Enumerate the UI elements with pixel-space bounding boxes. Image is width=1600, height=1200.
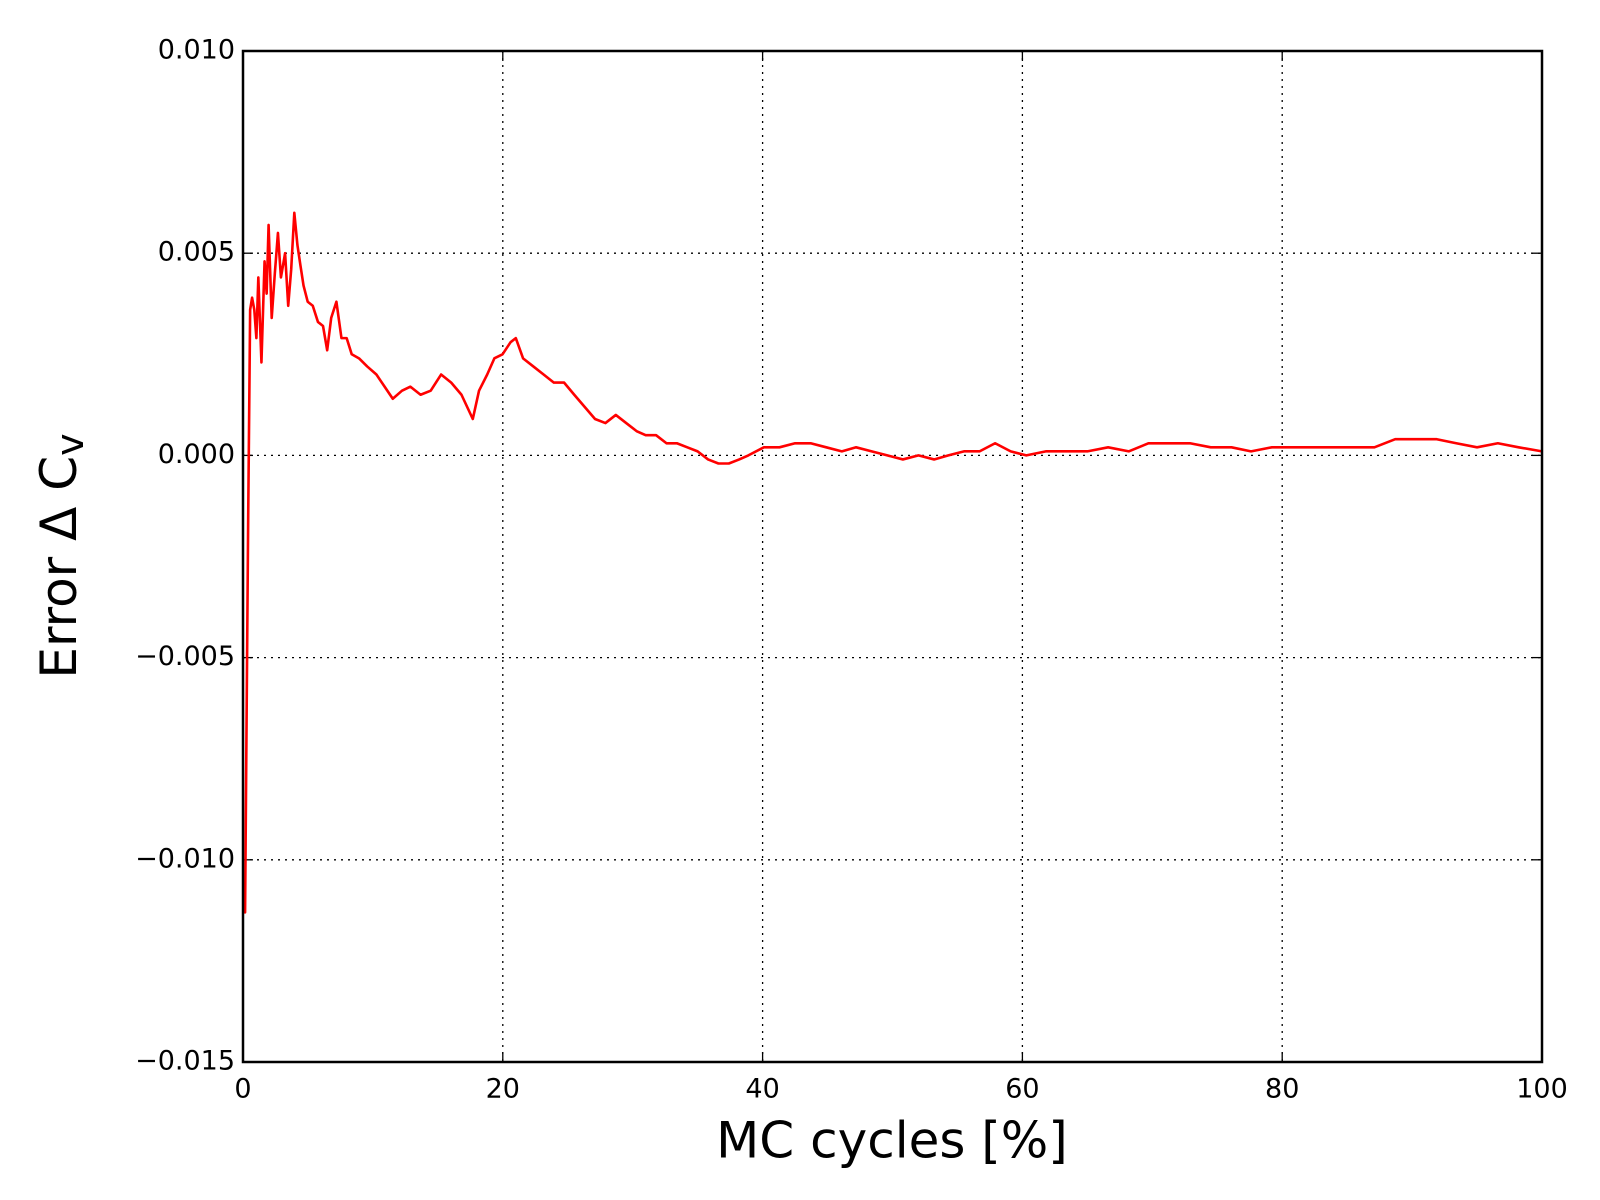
x-tick-label: 100 — [1516, 1074, 1568, 1105]
data-line — [242, 211, 1543, 914]
x-axis-label: MC cycles [%] — [716, 1112, 1068, 1170]
x-tick-label: 0 — [234, 1074, 251, 1105]
x-tick-label: 40 — [745, 1074, 779, 1105]
x-tick-label: 20 — [486, 1074, 520, 1105]
y-tick-label: −0.010 — [135, 843, 235, 874]
y-tick-label: 0.010 — [158, 35, 235, 66]
y-tick-label: 0.000 — [158, 439, 235, 470]
x-tick-label: 60 — [1005, 1074, 1039, 1105]
y-axis-label-text: Error Δ C — [30, 456, 88, 679]
y-tick-label: −0.015 — [135, 1046, 235, 1077]
y-axis-label: Error Δ Cv — [30, 433, 92, 678]
plot-frame — [241, 49, 1544, 1064]
y-tick-label: −0.005 — [135, 641, 235, 672]
y-axis-label-subscript: v — [48, 433, 92, 456]
x-tick-label: 80 — [1265, 1074, 1299, 1105]
y-tick-label: 0.005 — [158, 237, 235, 268]
